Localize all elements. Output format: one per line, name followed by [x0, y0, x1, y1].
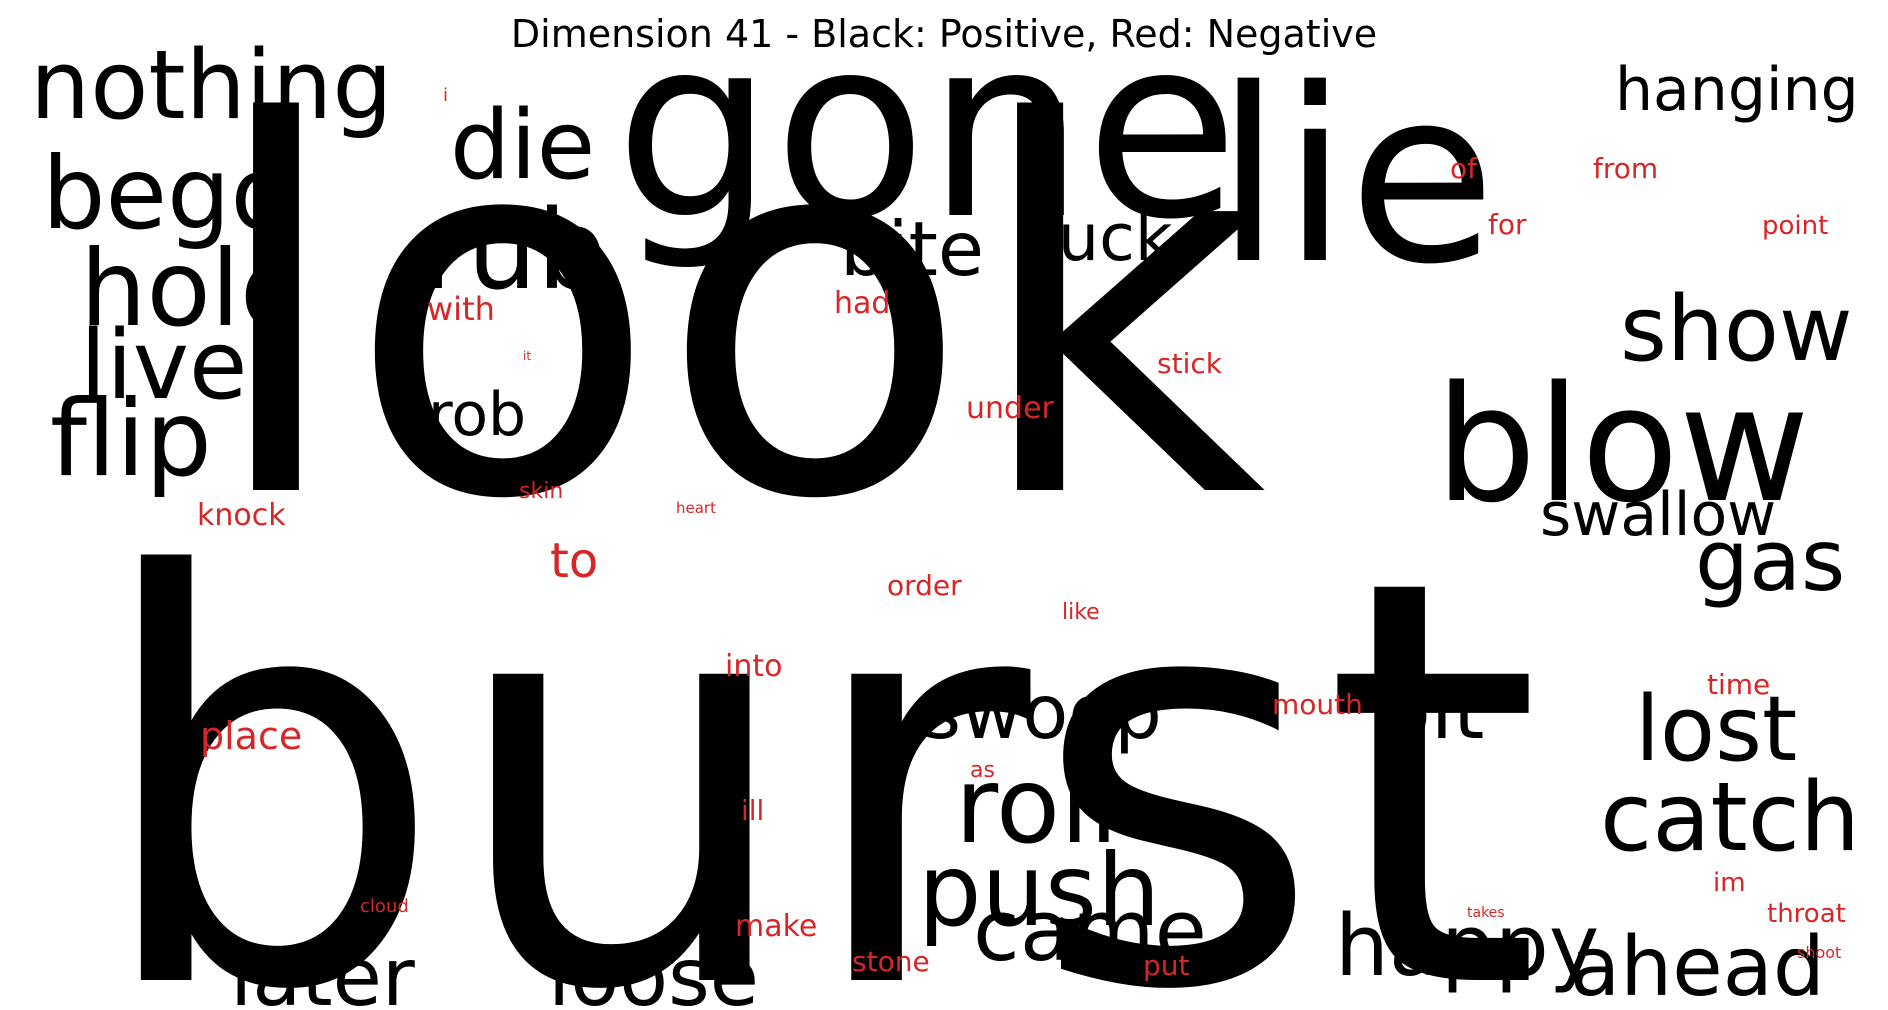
word-place-negative: place: [200, 714, 302, 758]
word-skin-negative: skin: [519, 479, 563, 504]
word-with-negative: with: [427, 290, 495, 328]
word-live-positive: live: [80, 311, 247, 421]
word-later-positive: later: [230, 931, 415, 1010]
word-bite-positive: bite: [840, 205, 984, 293]
word-stone-negative: stone: [852, 945, 930, 978]
word-into-negative: into: [725, 649, 782, 684]
word-rob-positive: rob: [428, 380, 526, 450]
word-hold-positive: hold: [80, 228, 307, 350]
word-loose-positive: loose: [548, 931, 759, 1010]
word-throat-negative: throat: [1767, 899, 1846, 929]
word-gone-positive: gone: [615, 0, 1239, 274]
word-came-positive: came: [973, 882, 1207, 981]
word-catch-positive: catch: [1600, 763, 1860, 873]
word-under-negative: under: [966, 391, 1055, 426]
word-like-negative: like: [1062, 600, 1100, 625]
word-gas-positive: gas: [1695, 512, 1845, 611]
word-show-positive: show: [1620, 277, 1853, 382]
word-flip-positive: flip: [50, 378, 212, 500]
word-of-negative: of: [1450, 152, 1478, 185]
word-roll-positive: roll: [955, 745, 1118, 867]
word-im-negative: im: [1713, 868, 1746, 898]
word-stick-negative: stick: [1157, 347, 1223, 380]
word-lie-positive: lie: [1215, 37, 1496, 317]
word-knock-negative: knock: [197, 498, 286, 533]
word-had-negative: had: [834, 286, 890, 321]
word-happy-positive: happy: [1335, 897, 1599, 996]
word-swallow-positive: swallow: [1540, 480, 1776, 550]
chart-title: Dimension 41 - Black: Positive, Red: Neg…: [510, 12, 1378, 56]
word-for-negative: for: [1488, 208, 1527, 241]
word-make-negative: make: [735, 909, 817, 944]
word-heart-negative: heart: [676, 499, 716, 517]
word-time-negative: time: [1707, 668, 1770, 701]
word-point-negative: point: [1762, 211, 1828, 241]
word-fuck-positive: fuck: [1035, 201, 1173, 276]
word-from-negative: from: [1593, 152, 1658, 185]
word-as-negative: as: [970, 758, 995, 783]
word-blow-positive: blow: [1435, 351, 1810, 538]
word-to-negative: to: [550, 533, 598, 589]
word-mouth-negative: mouth: [1272, 688, 1363, 721]
word-i-negative: i: [443, 85, 448, 106]
word-ill-negative: ill: [741, 794, 764, 827]
word-hanging-positive: hanging: [1615, 55, 1859, 125]
word-cloud-negative: cloud: [360, 896, 409, 917]
word-takes-negative: takes: [1467, 905, 1505, 921]
word-nothing-positive: nothing: [30, 31, 393, 141]
word-rub-positive: rub: [422, 186, 607, 314]
word-shoot-negative: shoot: [1797, 943, 1841, 962]
word-lost-positive: lost: [1635, 677, 1797, 782]
word-bego-positive: bego: [42, 135, 292, 252]
word-look-positive: look: [205, 18, 1266, 611]
word-order-negative: order: [887, 569, 962, 602]
word-bit-positive: bit: [1380, 664, 1484, 757]
word-die-positive: die: [450, 91, 595, 201]
word-it-negative: it: [523, 349, 531, 363]
word-swoop-positive: swoop: [922, 668, 1162, 756]
word-put-negative: put: [1143, 949, 1190, 982]
word-burst-positive: burst: [90, 461, 1542, 1010]
word-push-positive: push: [918, 832, 1160, 949]
word-ahead-positive: ahead: [1570, 920, 1825, 1010]
